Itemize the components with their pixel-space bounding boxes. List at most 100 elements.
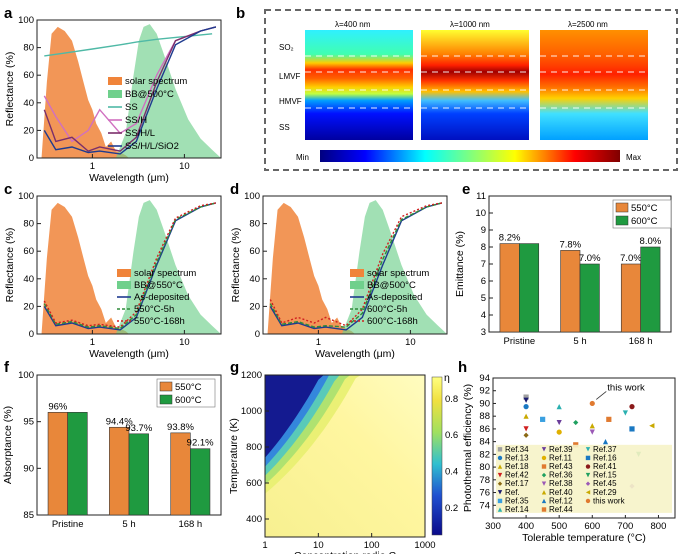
legend-label: SS/H (125, 115, 147, 126)
legend-marker (541, 507, 547, 512)
x-tick-label: 700 (617, 521, 633, 532)
legend-swatch (350, 269, 364, 277)
y-tick-label: 86 (479, 424, 490, 435)
panel-label-a: a (4, 5, 13, 22)
bar-600-0 (519, 243, 540, 333)
legend-label: Ref.35 (505, 496, 529, 505)
data-point-ref-16 (629, 426, 635, 432)
solar-spectrum-area (267, 202, 355, 334)
bar-600-0 (67, 412, 88, 516)
y-tick-label: 40 (23, 98, 34, 109)
x-tick-label: 500 (551, 521, 567, 532)
y-tick-label: 3 (481, 327, 486, 338)
y-axis-label: Reflectance (%) (4, 228, 16, 303)
legend-label: BB@550°C (134, 280, 183, 291)
legend-marker (541, 490, 547, 495)
legend-label: Ref.13 (505, 453, 529, 462)
data-point-ref-12 (602, 439, 609, 445)
data-point-ref-14 (556, 404, 562, 410)
x-category-label: 5 h (573, 336, 586, 347)
data-point-ref-38 (589, 429, 595, 435)
legend-marker (497, 464, 503, 469)
panel-label-d: d (230, 181, 239, 198)
bar-value-label: 96% (48, 401, 68, 412)
legend-label: Ref.41 (593, 462, 617, 471)
legend-marker (585, 464, 591, 469)
plot-frame (262, 195, 448, 335)
legend-label: As-deposited (134, 292, 189, 303)
legend-marker (585, 498, 591, 504)
y-tick-label: 40 (23, 274, 34, 285)
legend-marker (497, 507, 503, 512)
x-tick-label: 400 (518, 521, 534, 532)
legend-label: 600°C (175, 395, 202, 406)
legend-swatch (350, 281, 364, 289)
legend-label: Ref.39 (549, 445, 573, 454)
efficiency-band (265, 375, 425, 458)
legend-label: Ref.11 (549, 453, 573, 462)
plot-frame (36, 19, 222, 159)
data-point-ref-42 (523, 426, 529, 432)
data-point-ref-35 (540, 416, 546, 422)
y-tick-label: 100 (244, 191, 260, 202)
legend-marker (585, 481, 591, 486)
x-tick-label: 800 (651, 521, 667, 532)
y-tick-label: 1000 (241, 406, 262, 417)
legend-swatch (117, 281, 131, 289)
legend-box (496, 444, 672, 513)
legend-marker (497, 472, 503, 478)
legend-label: Ref.40 (549, 488, 573, 497)
series-line-ss (44, 33, 213, 57)
colorbar-jet (320, 150, 620, 162)
colorbar-min-label: Min (296, 153, 309, 162)
solar-spectrum-area (41, 202, 129, 334)
x-category-label: Pristine (503, 336, 535, 347)
data-point-ref-41 (629, 404, 635, 410)
data-point-ref-37 (622, 410, 628, 416)
plot-frame (264, 374, 426, 538)
field-map-400nm (305, 30, 413, 140)
field-map-title-3: λ=2500 nm (568, 20, 608, 29)
layer-label-lmvf: LMVF (279, 72, 300, 81)
bar-value-label: 8.2% (499, 233, 521, 244)
bar-550-1 (109, 426, 130, 516)
legend-marker (585, 472, 591, 478)
legend-marker (497, 481, 503, 486)
y-tick-label: 94 (479, 373, 490, 384)
y-tick-label: 100 (18, 370, 34, 381)
x-tick-label: 600 (584, 521, 600, 532)
data-point-ref-44 (606, 416, 612, 422)
colorbar-tick-label: 0.4 (445, 466, 458, 477)
panel-label-g: g (230, 359, 239, 376)
y-tick-label: 100 (18, 191, 34, 202)
layer-label-hmvf: HMVF (279, 97, 302, 106)
x-tick-label: 100 (364, 540, 380, 551)
y-tick-label: 74 (479, 500, 490, 511)
legend-marker (541, 455, 547, 461)
colorbar-max-label: Max (626, 153, 641, 162)
colorbar-tick-label: 0.6 (445, 430, 458, 441)
field-map-title-1: λ=400 nm (335, 20, 371, 29)
eta-label: η (444, 372, 450, 384)
x-category-label: Pristine (52, 519, 84, 530)
panel-a-chart: 0 20 40 60 80 100 1 10 Wavelength (μm) Reflectanc… (4, 15, 222, 184)
bar-600-2 (190, 448, 211, 516)
data-point-ref-40 (589, 423, 595, 429)
legend-label: solar spectrum (134, 268, 196, 279)
legend-marker (497, 447, 503, 452)
series-line-as-deposited (269, 202, 443, 331)
legend-label: Ref.36 (549, 471, 573, 480)
legend-marker (541, 464, 547, 469)
y-tick-label: 10 (475, 208, 486, 219)
y-tick-label: 6 (481, 276, 486, 287)
colorbar-tick-label: 0.2 (445, 503, 458, 514)
legend-marker (497, 490, 503, 495)
bar-550-0 (47, 412, 68, 516)
layer-label-so2: SO₂ (279, 43, 294, 52)
bar-550-1 (560, 250, 581, 333)
y-tick-label: 92 (479, 386, 490, 397)
y-tick-label: 8 (481, 242, 486, 253)
x-tick-label: 10 (405, 337, 416, 348)
panel-e-chart: 8.2% Pristine 7.8% 7.0% 5 h 7.0% 8.0% 168 h 3 4 5 6… (454, 191, 672, 347)
